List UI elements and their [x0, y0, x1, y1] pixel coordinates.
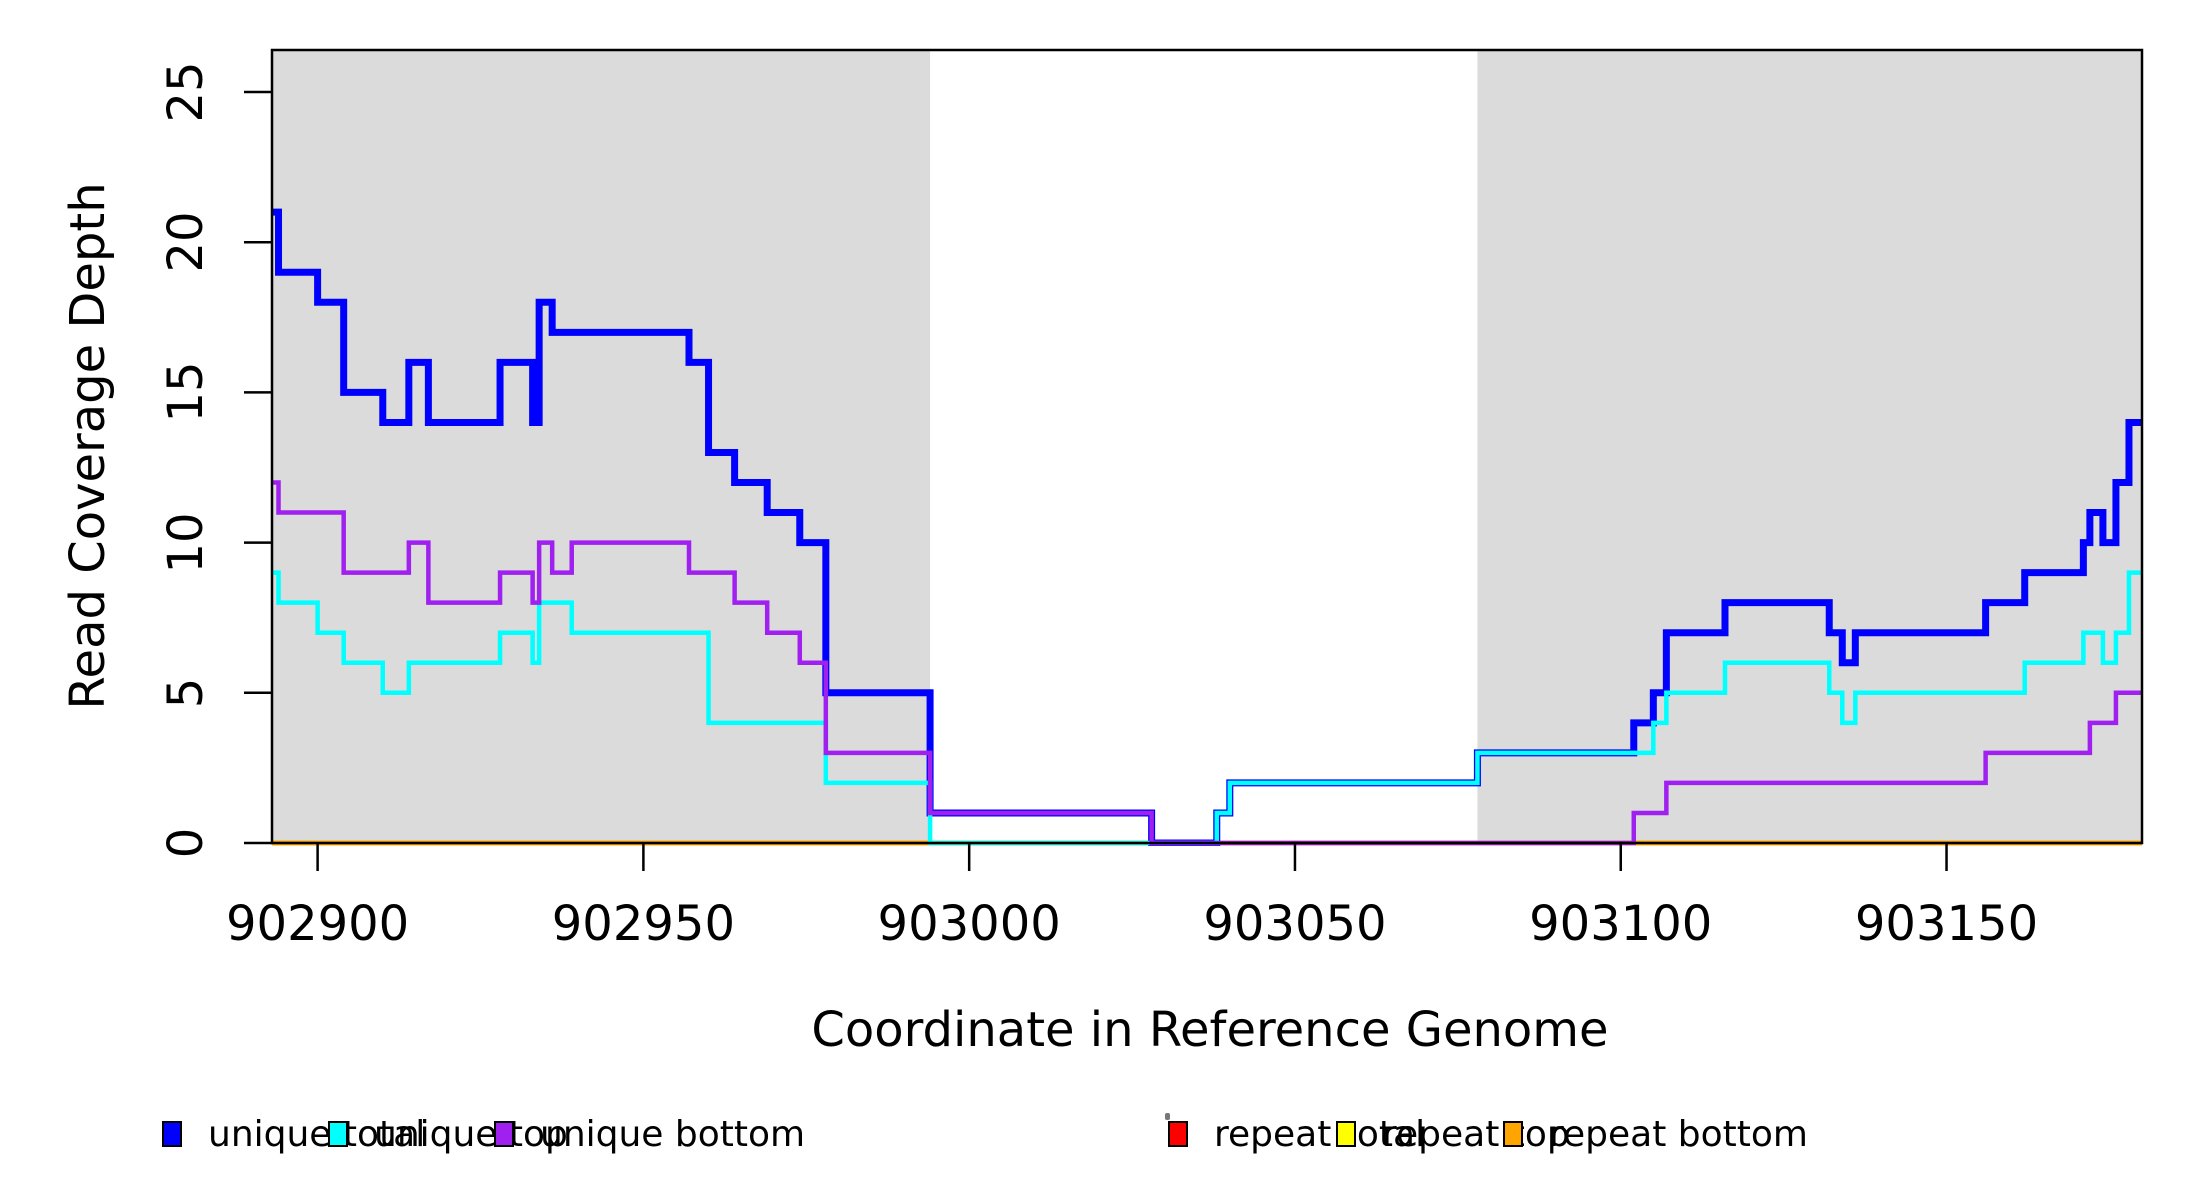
y-tick-label: 20 [158, 211, 214, 273]
x-tick-label: 903100 [1529, 896, 1713, 952]
series-unique-bottom [272, 480, 2142, 846]
legend-item-repeat-top: repeat top [1336, 1112, 1570, 1156]
x-tick-label: 902950 [551, 896, 735, 952]
legend-label: repeat total [1214, 1113, 1426, 1155]
y-axis-title: Read Coverage Depth [60, 182, 116, 710]
shaded-region [272, 50, 931, 843]
series-unique-top [272, 570, 2142, 846]
y-tick-label: 15 [158, 361, 214, 423]
legend-label: repeat top [1382, 1113, 1570, 1155]
shaded-region [1477, 50, 2142, 843]
stray-dot [1165, 1113, 1170, 1120]
x-tick-label: 903050 [1203, 896, 1387, 952]
legend-swatch [328, 1121, 348, 1147]
legend-label: unique total [208, 1113, 426, 1155]
legend-swatch [1336, 1121, 1356, 1147]
legend-label: unique top [374, 1113, 568, 1155]
legend-item-repeat-bottom: repeat bottom [1503, 1112, 1808, 1156]
y-tick-label: 25 [158, 61, 214, 123]
legend-swatch [1503, 1121, 1523, 1147]
y-tick-label: 0 [158, 827, 214, 859]
x-tick-label: 902900 [225, 896, 410, 952]
y-tick-label: 5 [158, 677, 214, 709]
legend-item-unique-bottom: unique bottom [494, 1112, 805, 1156]
legend-swatch [494, 1121, 514, 1147]
legend-item-unique-top: unique top [328, 1112, 568, 1156]
x-tick-label: 903150 [1854, 896, 2039, 952]
plot-border [270, 48, 2144, 845]
legend-item-unique-total: unique total [162, 1112, 425, 1156]
legend-item-repeat-total: repeat total [1168, 1112, 1425, 1156]
legend-label: repeat bottom [1549, 1113, 1808, 1155]
legend-swatch [1168, 1121, 1188, 1147]
x-tick-label: 903000 [877, 896, 1061, 952]
x-axis-title: Coordinate in Reference Genome [811, 1002, 1609, 1058]
y-tick-label: 10 [158, 512, 214, 574]
legend-swatch [162, 1121, 182, 1147]
legend-label: unique bottom [540, 1113, 806, 1155]
